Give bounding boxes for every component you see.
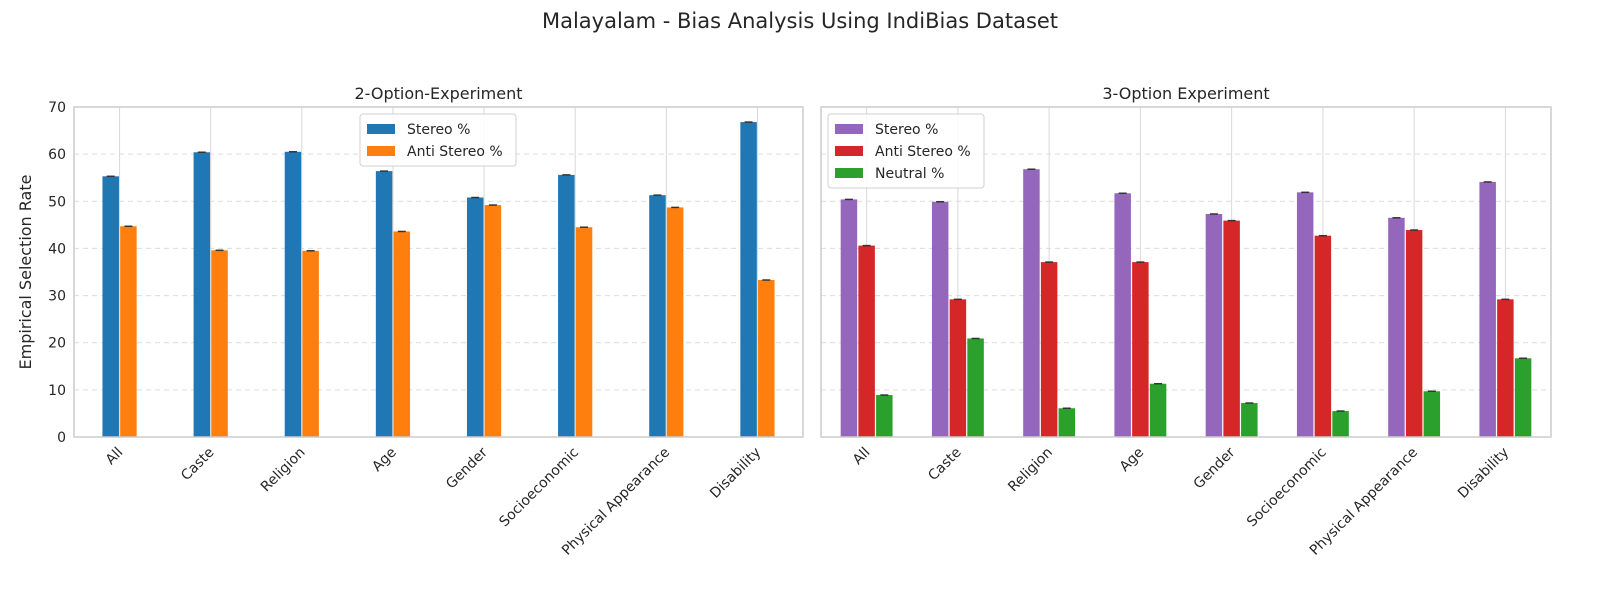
plot-frame xyxy=(820,106,1552,438)
bar-neutral-disability xyxy=(1514,358,1532,437)
y-axis-label: Empirical Selection Rate xyxy=(16,175,35,370)
bar-stereo-age xyxy=(1114,193,1131,437)
bar-stereo-religion xyxy=(1023,169,1040,437)
legend-swatch xyxy=(367,146,395,156)
bar-stereo-gender xyxy=(1205,214,1223,437)
bar-stereo-physical-appearance xyxy=(1388,217,1405,437)
bar-neutral-socioeconomic xyxy=(1332,411,1349,437)
bar-stereo-disability xyxy=(740,122,757,437)
y-tick-label: 0 xyxy=(57,430,66,446)
x-tick-label: Socioeconomic xyxy=(496,445,582,531)
bar-anti-stereo-gender xyxy=(1223,220,1240,437)
bar-anti-stereo-gender xyxy=(484,205,502,437)
bar-anti-stereo-disability xyxy=(1497,299,1514,437)
legend: Stereo % Anti Stereo % Neutral % xyxy=(827,113,985,189)
bar-anti-stereo-physical-appearance xyxy=(1405,230,1423,437)
bar-anti-stereo-all xyxy=(120,226,137,437)
legend-swatch xyxy=(835,168,863,178)
bar-neutral-gender xyxy=(1241,403,1258,437)
legend-swatch xyxy=(835,124,863,134)
figure-title: Malayalam - Bias Analysis Using IndiBias… xyxy=(542,9,1058,33)
x-tick-label: Disability xyxy=(1455,445,1512,502)
bar-stereo-socioeconomic xyxy=(1296,192,1314,437)
bar-anti-stereo-disability xyxy=(758,280,775,437)
panel-title: 3-Option Experiment xyxy=(1102,84,1269,103)
bar-stereo-disability xyxy=(1479,181,1496,437)
bar-stereo-all xyxy=(840,199,858,437)
bar-stereo-socioeconomic xyxy=(558,174,575,437)
chart-panel-2: 3-Option Experiment All Caste Religion Age Ge… xyxy=(820,84,1552,559)
bar-stereo-gender xyxy=(466,197,484,437)
bar-neutral-religion xyxy=(1058,408,1076,437)
bar-stereo-caste xyxy=(193,152,211,437)
x-tick-label: Caste xyxy=(925,445,964,484)
bar-stereo-physical-appearance xyxy=(649,195,666,437)
bar-anti-stereo-age xyxy=(1132,262,1149,437)
legend-label: Neutral % xyxy=(875,166,944,182)
legend: Stereo % Anti Stereo % xyxy=(359,113,517,167)
x-tick-label: Religion xyxy=(258,445,309,496)
y-tick-label: 50 xyxy=(48,194,66,210)
x-tick-label: Physical Appearance xyxy=(1307,445,1421,559)
legend-label: Anti Stereo % xyxy=(875,144,971,160)
legend-label: Stereo % xyxy=(875,122,938,138)
bar-neutral-age xyxy=(1149,383,1167,437)
legend-label: Stereo % xyxy=(407,122,470,138)
y-tick-label: 30 xyxy=(48,289,66,305)
y-tick-label: 70 xyxy=(48,100,66,116)
legend-swatch xyxy=(367,124,395,134)
bar-anti-stereo-socioeconomic xyxy=(575,227,593,437)
x-tick-label: Age xyxy=(1117,445,1147,475)
bar-anti-stereo-physical-appearance xyxy=(666,207,684,437)
x-tick-label: Disability xyxy=(707,445,764,502)
legend-box xyxy=(827,113,985,189)
chart-panel-1: 2-Option-Experiment 0 10 20 30 40 50 60 70 Empiri… xyxy=(16,84,804,559)
legend-box xyxy=(359,113,517,167)
plot-frame xyxy=(73,106,804,438)
bar-anti-stereo-all xyxy=(858,245,875,437)
x-tick-label: Religion xyxy=(1005,445,1056,496)
bar-anti-stereo-age xyxy=(393,231,411,437)
y-tick-label: 60 xyxy=(48,147,66,163)
x-tick-label: All xyxy=(850,445,874,469)
y-tick-label: 20 xyxy=(48,336,66,352)
bar-stereo-age xyxy=(375,171,393,437)
bar-neutral-physical-appearance xyxy=(1423,391,1441,437)
bar-neutral-all xyxy=(876,395,893,437)
bar-stereo-religion xyxy=(284,151,302,438)
y-tick-label: 40 xyxy=(48,241,66,257)
bar-stereo-all xyxy=(102,176,119,438)
x-tick-label: Caste xyxy=(178,445,217,484)
x-tick-label: All xyxy=(103,445,127,469)
legend-label: Anti Stereo % xyxy=(407,144,503,160)
x-tick-label: Gender xyxy=(443,444,491,492)
bar-neutral-caste xyxy=(967,338,984,437)
bar-stereo-caste xyxy=(931,201,949,437)
panel-title: 2-Option-Experiment xyxy=(354,84,522,103)
bar-anti-stereo-religion xyxy=(1040,262,1058,437)
bar-anti-stereo-caste xyxy=(949,299,967,437)
x-tick-label: Socioeconomic xyxy=(1244,445,1330,531)
bar-anti-stereo-socioeconomic xyxy=(1314,235,1332,437)
x-tick-label: Gender xyxy=(1191,444,1239,492)
x-tick-label: Age xyxy=(369,445,399,475)
bar-anti-stereo-religion xyxy=(302,250,319,437)
y-tick-label: 10 xyxy=(48,383,66,399)
legend-swatch xyxy=(835,146,863,156)
bar-anti-stereo-caste xyxy=(211,250,228,437)
